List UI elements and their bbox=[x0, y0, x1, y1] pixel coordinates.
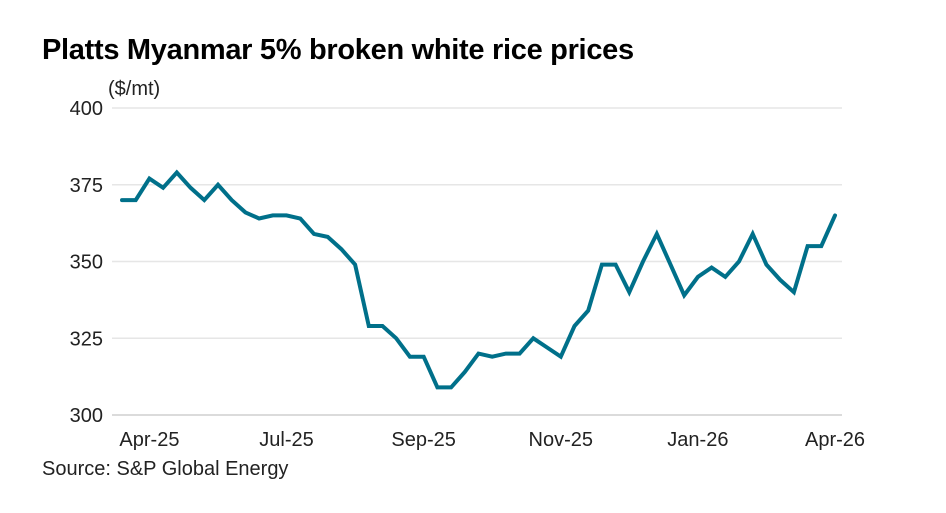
x-tick-label: Nov-25 bbox=[529, 429, 593, 451]
price-series-line bbox=[120, 169, 837, 390]
x-tick-label: Jan-26 bbox=[667, 429, 728, 451]
source-note: Source: S&P Global Energy bbox=[42, 458, 289, 480]
y-tick-label: 400 bbox=[70, 98, 103, 120]
y-tick-label: 375 bbox=[70, 175, 103, 197]
y-tick-label: 350 bbox=[70, 252, 103, 274]
x-tick-label: Sep-25 bbox=[391, 429, 456, 451]
y-tick-label: 325 bbox=[70, 328, 103, 350]
x-tick-label: Apr-26 bbox=[805, 429, 865, 451]
y-tick-label: 300 bbox=[70, 405, 103, 427]
x-tick-label: Apr-25 bbox=[119, 429, 179, 451]
x-tick-label: Jul-25 bbox=[259, 429, 313, 451]
chart-title: Platts Myanmar 5% broken white rice pric… bbox=[42, 34, 634, 66]
y-axis-unit-label: ($/mt) bbox=[108, 78, 161, 100]
